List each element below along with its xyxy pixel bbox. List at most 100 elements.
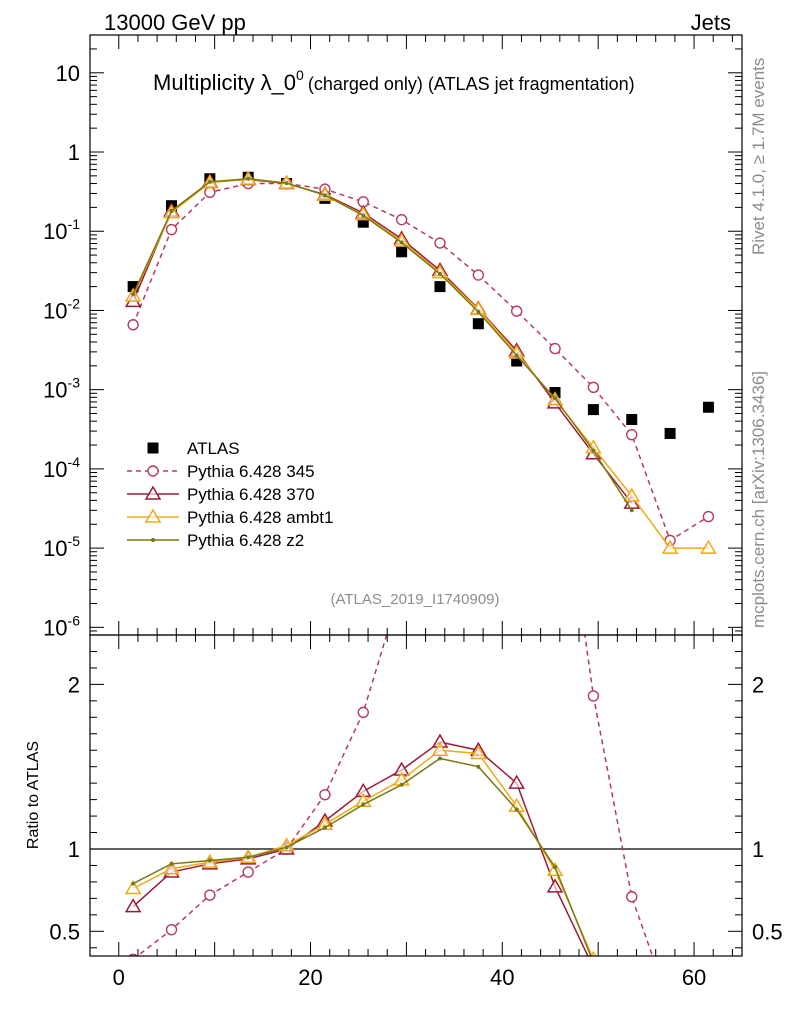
ratio-point	[124, 898, 142, 913]
data-point	[284, 181, 289, 186]
y-tick-exponent: -5	[68, 533, 81, 549]
ratio-tick-label-right: 0.5	[752, 919, 783, 944]
data-point	[437, 271, 442, 276]
ratio-point	[703, 1002, 713, 1012]
data-point	[514, 353, 519, 358]
legend-label: Pythia 6.428 370	[187, 485, 315, 504]
side-label-bottom: mcplots.cern.ch [arXiv:1306.3436]	[749, 371, 768, 628]
ratio-point	[586, 961, 600, 973]
main-plot	[124, 170, 717, 554]
ratio-point	[131, 881, 136, 886]
ratio-point	[625, 989, 639, 1001]
series-line	[132, 182, 709, 542]
y-tick-exponent: -6	[68, 612, 81, 628]
y-tick-base: 10	[43, 378, 67, 403]
ratio-point	[124, 880, 142, 895]
ratio-tick-label-right: 2	[752, 672, 764, 697]
data-point	[131, 292, 136, 297]
y-tick-base: 10	[43, 298, 67, 323]
ratio-point	[319, 788, 331, 801]
y-tick-base: 10	[43, 457, 67, 482]
ratio-y-axis-label: Ratio to ATLAS	[25, 741, 42, 849]
ratio-point	[357, 706, 369, 719]
data-point	[702, 510, 715, 523]
ratio-point	[437, 756, 442, 761]
data-point	[169, 209, 174, 214]
ratio-point	[399, 782, 404, 787]
y-tick-label: 10-3	[43, 375, 80, 403]
legend: ATLAS Pythia 6.428 345 Pythia 6.428 370 Pyt…	[127, 439, 333, 550]
ratio-point	[553, 865, 558, 870]
data-point	[629, 508, 634, 513]
ratio-point	[546, 861, 564, 877]
series-1	[127, 177, 715, 547]
ratio-point	[630, 998, 634, 1002]
legend-item: Pythia 6.428 ambt1	[127, 508, 333, 527]
data-point	[434, 281, 446, 293]
legend-label: Pythia 6.428 ambt1	[187, 508, 333, 527]
data-point	[165, 223, 178, 236]
legend-label: Pythia 6.428 z2	[187, 531, 304, 550]
ratio-point	[550, 416, 560, 426]
data-point	[623, 487, 641, 502]
ratio-point	[626, 891, 638, 903]
ratio-point	[514, 807, 519, 812]
data-point	[127, 319, 139, 331]
ratio-point	[322, 825, 327, 830]
ratio-tick-label-left: 2	[68, 672, 80, 697]
data-point	[661, 539, 679, 554]
series-4	[131, 176, 634, 513]
data-point	[626, 414, 638, 426]
data-point	[702, 401, 714, 413]
ratio-point	[169, 861, 174, 866]
header-left: 13000 GeV pp	[104, 10, 246, 35]
chart-title-sup: 0	[296, 67, 304, 83]
side-label-top: Rivet 4.1.0, ≥ 1.7M events	[749, 58, 768, 255]
ratio-point	[546, 878, 564, 893]
y-tick-label: 10-5	[43, 533, 80, 561]
series-line	[132, 177, 633, 511]
ratio-tick-label-left: 1	[68, 837, 80, 862]
chart-title-main: Multiplicity λ_0	[153, 70, 296, 95]
y-tick-base: 10	[43, 219, 67, 244]
data-point	[204, 186, 216, 199]
ratio-point	[665, 1001, 675, 1011]
ratio-point	[625, 992, 639, 1004]
ratio-point	[397, 581, 407, 591]
main-plot-area	[124, 170, 717, 554]
ratio-series-2	[124, 733, 639, 1004]
data-point	[587, 404, 599, 416]
y-tick-label: 10-6	[43, 612, 80, 640]
data-point	[246, 176, 251, 181]
data-point	[587, 381, 600, 394]
ratio-line	[132, 757, 592, 956]
analysis-label: (ATLAS_2019_I1740909)	[330, 591, 499, 608]
y-tick-base: 10	[56, 61, 80, 86]
data-point	[510, 305, 523, 317]
legend-marker	[151, 538, 155, 542]
ratio-point	[284, 845, 289, 850]
y-tick-label: 1	[68, 140, 80, 165]
data-point	[357, 216, 369, 228]
data-point	[399, 240, 404, 245]
legend-marker	[147, 442, 159, 454]
ratio-point	[508, 774, 525, 789]
ratio-point	[470, 745, 487, 760]
ratio-point	[473, 334, 483, 344]
ratio-tick-label-right: 1	[752, 837, 764, 862]
data-point	[395, 213, 408, 226]
data-point	[626, 429, 638, 441]
data-point	[434, 237, 446, 249]
ratio-point	[431, 741, 449, 756]
data-point	[361, 213, 366, 218]
data-point	[472, 269, 485, 281]
ratio-series-3	[124, 741, 639, 1001]
ratio-point	[590, 950, 597, 956]
y-tick-label: 10	[56, 61, 80, 86]
legend-item: Pythia 6.428 370	[127, 485, 315, 504]
ratio-point	[361, 802, 366, 807]
ratio-tick-label-left: 0.5	[49, 919, 80, 944]
ratio-series-4	[131, 756, 634, 1002]
ratio-line	[132, 741, 589, 956]
legend-marker	[144, 485, 162, 500]
